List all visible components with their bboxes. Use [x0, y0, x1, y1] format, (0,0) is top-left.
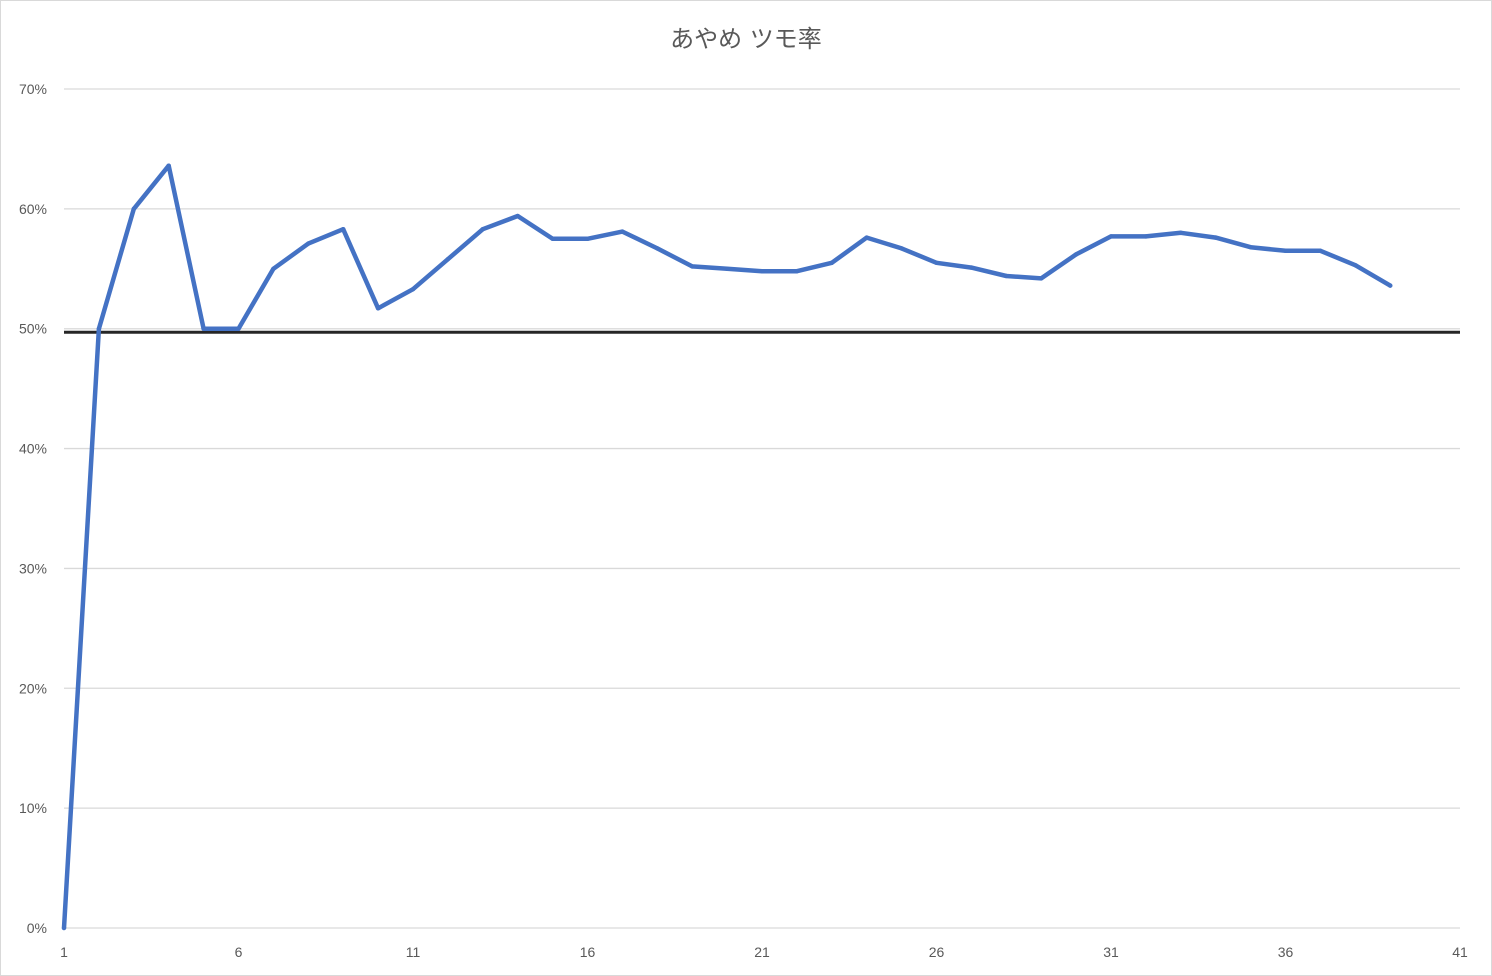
data-point	[1318, 248, 1323, 254]
data-point	[201, 326, 206, 331]
data-point	[410, 286, 416, 292]
data-point	[550, 236, 555, 242]
x-tick-label: 41	[1452, 944, 1468, 960]
data-point	[1248, 245, 1253, 250]
x-tick-label: 26	[929, 944, 945, 960]
data-point	[969, 265, 974, 270]
data-point	[864, 235, 869, 240]
series-line-0	[61, 163, 1393, 931]
x-tick-label: 21	[754, 944, 770, 960]
data-point	[271, 266, 276, 271]
data-point	[61, 925, 67, 931]
data-point	[341, 227, 346, 232]
data-point	[1283, 248, 1288, 254]
x-tick-label: 6	[235, 944, 243, 960]
data-point	[1388, 283, 1393, 288]
data-point	[724, 266, 730, 271]
data-point	[690, 264, 695, 269]
y-tick-label: 10%	[19, 800, 47, 816]
x-tick-label: 31	[1103, 944, 1119, 960]
data-point	[131, 206, 136, 212]
x-tick-label: 1	[60, 944, 68, 960]
data-point	[166, 163, 171, 168]
series-layer	[61, 163, 1393, 931]
data-point	[1108, 234, 1114, 239]
data-point	[96, 326, 102, 331]
data-point	[759, 268, 765, 274]
data-point	[829, 260, 834, 265]
data-point	[445, 256, 451, 262]
gridlines	[64, 88, 1460, 929]
chart-title: あやめ ツモ率	[670, 25, 822, 53]
data-point	[1039, 276, 1044, 281]
data-point	[236, 326, 241, 331]
data-point	[1178, 230, 1184, 236]
data-point	[1073, 252, 1079, 257]
data-point	[1143, 234, 1149, 239]
x-axis: 1 6 11 16 21 26 31 36 41	[60, 944, 1468, 960]
data-point	[306, 241, 311, 246]
data-point	[480, 227, 485, 232]
x-tick-label: 36	[1278, 944, 1294, 960]
data-point	[934, 260, 939, 265]
y-tick-label: 50%	[19, 321, 47, 337]
data-point	[655, 246, 660, 251]
x-tick-label: 11	[406, 944, 421, 960]
y-tick-label: 60%	[19, 201, 47, 217]
data-point	[620, 229, 625, 234]
data-point	[1004, 273, 1009, 279]
y-tick-label: 30%	[19, 560, 47, 576]
data-point	[1353, 262, 1358, 268]
y-axis: 0% 10% 20% 30% 40% 50% 60% 70%	[19, 81, 47, 936]
data-point	[585, 236, 590, 242]
x-tick-label: 16	[580, 944, 596, 960]
data-point	[375, 306, 381, 311]
data-point	[794, 268, 800, 274]
y-tick-label: 0%	[27, 920, 47, 936]
y-tick-label: 40%	[19, 441, 47, 457]
data-point	[899, 246, 904, 251]
y-tick-label: 70%	[19, 81, 47, 97]
y-tick-label: 20%	[19, 680, 47, 696]
data-point	[1213, 235, 1218, 240]
data-point	[515, 213, 520, 219]
